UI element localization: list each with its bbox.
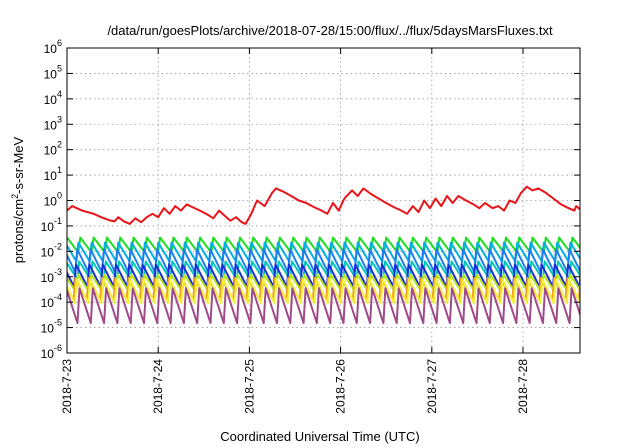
x-tick-label: 2018-7-23 <box>60 359 74 414</box>
y-tick-base: 10 <box>41 296 55 310</box>
y-axis-label-superscript: 2 <box>10 194 20 199</box>
y-tick-label: 102 <box>44 140 62 158</box>
chart-title: /data/run/goesPlots/archive/2018-07-28/1… <box>107 23 553 38</box>
y-tick-label: 101 <box>44 165 62 183</box>
y-tick-exponent: -1 <box>54 216 62 226</box>
grid <box>67 48 580 353</box>
y-axis-label: protons/cm2-s-sr-MeV <box>10 136 26 263</box>
y-tick-base: 10 <box>44 67 58 81</box>
y-tick-exponent: -6 <box>54 343 62 353</box>
x-tick-label: 2018-7-28 <box>516 359 530 414</box>
y-tick-label: 103 <box>44 114 62 132</box>
y-tick-label: 10-5 <box>41 318 62 336</box>
series-line <box>67 276 580 302</box>
axes: 10-610-510-410-310-210-11001011021031041… <box>41 38 581 414</box>
y-tick-base: 10 <box>44 195 58 209</box>
y-tick-base: 10 <box>41 220 55 234</box>
plot-frame <box>66 47 581 354</box>
y-tick-base: 10 <box>44 93 58 107</box>
y-tick-exponent: 5 <box>57 63 62 73</box>
y-tick-exponent: 0 <box>57 191 62 201</box>
y-tick-base: 10 <box>44 42 58 56</box>
y-tick-base: 10 <box>41 322 55 336</box>
y-tick-label: 10-6 <box>41 343 62 361</box>
y-tick-base: 10 <box>44 144 58 158</box>
series-group <box>67 185 580 325</box>
y-tick-exponent: -2 <box>54 241 62 251</box>
y-tick-label: 10-1 <box>41 216 62 234</box>
y-tick-exponent: 2 <box>57 140 62 150</box>
y-tick-exponent: -5 <box>54 318 62 328</box>
y-tick-label: 10-2 <box>41 241 62 259</box>
y-axis-label-rest: -s-sr-MeV <box>11 136 26 193</box>
y-tick-exponent: 4 <box>57 89 62 99</box>
series-line <box>67 287 580 325</box>
y-tick-exponent: -4 <box>54 292 62 302</box>
y-tick-label: 105 <box>44 63 62 81</box>
y-tick-exponent: 1 <box>57 165 62 175</box>
x-axis-label: Coordinated Universal Time (UTC) <box>220 429 419 444</box>
x-tick-label: 2018-7-27 <box>425 359 439 414</box>
series-line <box>67 278 580 305</box>
x-tick-label: 2018-7-24 <box>151 359 165 414</box>
y-tick-label: 104 <box>44 89 62 107</box>
y-tick-exponent: 6 <box>57 38 62 48</box>
series-line <box>67 185 580 225</box>
y-tick-base: 10 <box>41 245 55 259</box>
y-tick-label: 10-3 <box>41 267 62 285</box>
y-tick-label: 10-4 <box>41 292 62 310</box>
x-tick-label: 2018-7-26 <box>334 359 348 414</box>
y-tick-label: 100 <box>44 191 62 209</box>
y-tick-exponent: -3 <box>54 267 62 277</box>
y-tick-exponent: 3 <box>57 114 62 124</box>
y-tick-base: 10 <box>44 169 58 183</box>
y-tick-base: 10 <box>41 271 55 285</box>
y-tick-base: 10 <box>41 347 55 361</box>
y-tick-base: 10 <box>44 118 58 132</box>
y-axis-label-main: protons/cm <box>11 199 26 263</box>
y-tick-label: 106 <box>44 38 62 56</box>
x-tick-label: 2018-7-25 <box>242 359 256 414</box>
